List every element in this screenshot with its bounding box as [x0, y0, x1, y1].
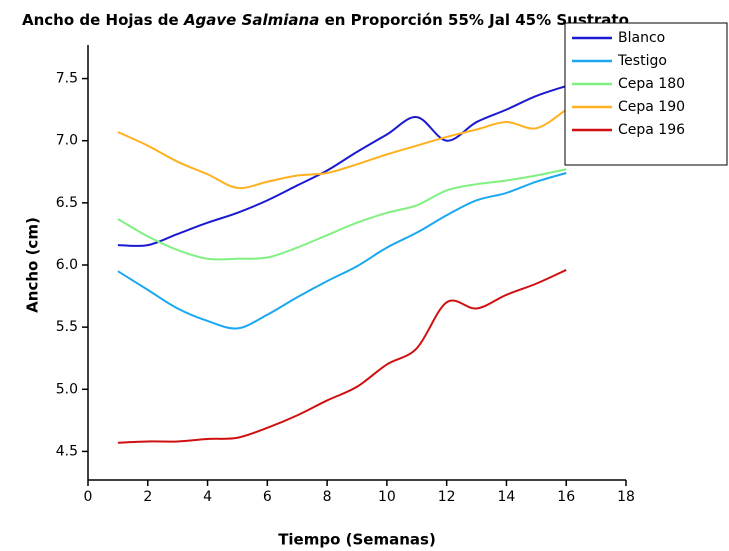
x-tick-label: 12 — [438, 489, 456, 505]
title-part: Agave Salmiana — [183, 11, 319, 29]
legend-label: Cepa 180 — [618, 76, 685, 92]
x-tick-label: 4 — [203, 489, 212, 505]
y-tick-label: 4.5 — [56, 443, 78, 459]
x-tick-label: 10 — [378, 489, 396, 505]
x-tick-label: 18 — [617, 489, 635, 505]
legend-label: Cepa 196 — [618, 122, 685, 138]
x-tick-label: 16 — [557, 489, 575, 505]
chart-title: Ancho de Hojas de Agave Salmiana en Prop… — [22, 11, 629, 29]
y-tick-label: 5.5 — [56, 319, 78, 335]
legend-box — [564, 22, 728, 166]
x-tick-label: 6 — [263, 489, 272, 505]
series-line — [117, 269, 567, 444]
title-part: Ancho de Hojas de — [22, 11, 184, 29]
legend-label: Blanco — [618, 30, 665, 46]
series-line — [117, 85, 567, 247]
series-line — [117, 168, 567, 261]
y-tick-label: 7.0 — [56, 133, 78, 149]
x-tick-label: 8 — [323, 489, 332, 505]
legend-label: Testigo — [617, 53, 667, 69]
x-axis-label: Tiempo (Semanas) — [278, 531, 436, 549]
y-tick-label: 7.5 — [56, 71, 78, 87]
series-line — [117, 172, 567, 330]
x-tick-label: 14 — [498, 489, 516, 505]
x-tick-label: 0 — [84, 489, 93, 505]
legend-label: Cepa 190 — [618, 99, 685, 115]
y-tick-label: 6.5 — [56, 195, 78, 211]
series-line — [117, 108, 567, 190]
y-tick-label: 5.0 — [56, 381, 78, 397]
y-axis-label: Ancho (cm) — [24, 217, 42, 313]
title-part: en Proporción 55% Jal 45% Sustrato — [319, 11, 629, 29]
y-tick-label: 6.0 — [56, 257, 78, 273]
x-tick-label: 2 — [143, 489, 152, 505]
